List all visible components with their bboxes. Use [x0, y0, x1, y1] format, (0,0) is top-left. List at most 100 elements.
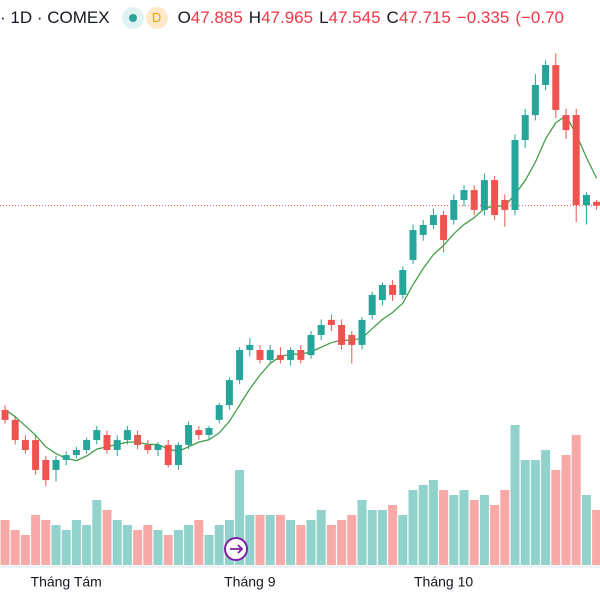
- candle-body: [358, 319, 366, 345]
- symbol-title: · 1D · COMEX: [0, 8, 110, 27]
- volume-bar: [418, 485, 428, 565]
- volume-bar: [541, 450, 551, 565]
- ohlc-value: 47.885: [190, 8, 243, 27]
- candle-body: [511, 140, 519, 210]
- candle-body: [399, 269, 407, 295]
- volume-bar: [377, 510, 387, 565]
- candle-body: [531, 84, 539, 116]
- candle-body: [52, 459, 60, 470]
- volume-bar: [31, 515, 41, 565]
- volume-bar: [122, 525, 132, 565]
- volume-bar: [286, 520, 296, 565]
- candle-body: [72, 450, 80, 456]
- candle-body: [409, 230, 417, 260]
- candle-body: [419, 225, 427, 235]
- volume-bar: [163, 535, 173, 565]
- volume-bar: [194, 520, 204, 565]
- volume-bar: [551, 470, 561, 565]
- volume-bar: [510, 425, 520, 565]
- candle-body: [491, 180, 499, 216]
- candle-body: [11, 419, 19, 441]
- ohlc-value: 47.545: [328, 8, 381, 27]
- volume-bar: [41, 520, 51, 565]
- volume-bar: [184, 525, 194, 565]
- change-percent: (−0.70: [515, 8, 564, 27]
- candle-body: [93, 430, 101, 441]
- volume-bar: [143, 525, 153, 565]
- volume-bar: [275, 515, 285, 565]
- x-tick-label: Tháng 10: [414, 574, 473, 590]
- candle-body: [266, 350, 274, 360]
- candle-body: [378, 284, 386, 300]
- volume-bar: [490, 505, 500, 565]
- candle-body: [307, 334, 315, 356]
- candle-body: [185, 425, 193, 445]
- volume-bar: [500, 490, 510, 565]
- ohlc-label: L: [319, 8, 329, 27]
- candle-body: [348, 334, 356, 345]
- candle-body: [582, 194, 590, 206]
- candle-body: [287, 350, 295, 360]
- volume-bar: [449, 495, 459, 565]
- candle-body: [429, 215, 437, 225]
- ohlc-value: 47.965: [261, 8, 314, 27]
- candle-body: [521, 115, 529, 141]
- event-marker-arrow: [230, 544, 244, 554]
- candle-body: [144, 444, 152, 450]
- candle-body: [572, 115, 580, 206]
- ohlc-value: 47.715: [398, 8, 451, 27]
- volume-bar: [428, 480, 438, 565]
- volume-bar: [10, 530, 20, 565]
- candle-body: [440, 215, 448, 241]
- candle-body: [460, 190, 468, 200]
- volume-bar: [20, 535, 30, 565]
- volume-bar: [367, 510, 377, 565]
- candle-body: [205, 428, 213, 435]
- volume-bar: [265, 515, 275, 565]
- candle-body: [195, 430, 203, 435]
- volume-bar: [316, 510, 326, 565]
- ohlc-label: O: [177, 8, 191, 27]
- volume-bar: [255, 515, 265, 565]
- x-tick-label: Tháng 9: [224, 574, 276, 590]
- volume-bar: [153, 530, 163, 565]
- change: −0.335: [456, 8, 510, 27]
- ohlc-label: H: [248, 8, 262, 27]
- volume-bar: [204, 535, 214, 565]
- volume-bar: [581, 495, 591, 565]
- candle-body: [562, 115, 570, 131]
- volume-bar: [235, 470, 245, 565]
- candle-body: [32, 440, 40, 470]
- candle-body: [256, 350, 264, 360]
- status-dot[interactable]: [121, 7, 144, 29]
- volume-bar: [51, 525, 61, 565]
- volume-bar: [561, 455, 571, 565]
- volume-bar: [571, 435, 581, 565]
- volume-bar: [347, 515, 357, 565]
- candle-body: [164, 444, 172, 466]
- candle-body: [450, 200, 458, 220]
- volume-bar: [592, 510, 600, 565]
- delay-badge[interactable]: D: [145, 7, 168, 29]
- candle-body: [154, 444, 162, 450]
- candle-body: [215, 405, 223, 420]
- candle-body: [338, 325, 346, 345]
- candle-body: [593, 201, 600, 206]
- volume-bar: [296, 525, 306, 565]
- candle-body: [297, 350, 305, 360]
- candle-body: [21, 440, 29, 450]
- volume-bar: [245, 515, 255, 565]
- volume-bar: [398, 515, 408, 565]
- volume-bar: [82, 525, 92, 565]
- volume-bar: [71, 520, 81, 565]
- candle-body: [83, 440, 91, 450]
- volume-bar: [92, 500, 102, 565]
- ohlc-label: C: [386, 8, 399, 27]
- candle-body: [389, 284, 397, 295]
- volume-bar: [439, 490, 449, 565]
- volume-bar: [357, 500, 367, 565]
- volume-bar: [337, 520, 347, 565]
